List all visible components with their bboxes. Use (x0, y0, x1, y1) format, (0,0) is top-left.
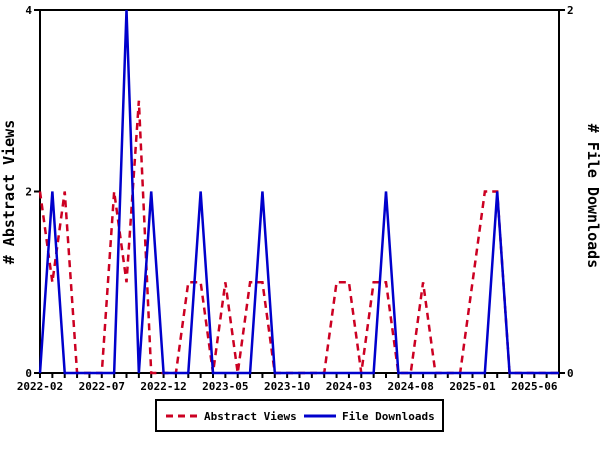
x-axis-label: 2022-02 (17, 380, 63, 393)
x-axis-label: 2022-12 (140, 380, 186, 393)
legend: Abstract Views File Downloads (155, 399, 444, 432)
plot-frame (39, 9, 560, 374)
x-axis-label: 2024-03 (326, 380, 372, 393)
left-axis-tick-label: 4 (25, 4, 32, 17)
x-axis-label: 2023-10 (264, 380, 310, 393)
x-axis-label: 2025-06 (511, 380, 558, 393)
left-axis-title: # Abstract Views (0, 120, 18, 265)
left-axis-tick-label: 2 (25, 186, 32, 199)
legend-abstract-views-label: Abstract Views (204, 410, 297, 423)
x-axis-labels: 2022-02 2022-07 2022-12 2023-05 2023-10 2024-… (17, 380, 558, 393)
y-axis-ticks (34, 9, 565, 374)
series-lines (38, 9, 559, 375)
legend-box (155, 399, 444, 432)
file-downloads-line (38, 9, 559, 375)
right-axis-tick-label: 0 (567, 367, 574, 380)
y-axis-tick-labels: 0 2 4 0 2 (25, 4, 573, 380)
x-axis-label: 2024-08 (388, 380, 434, 393)
legend-file-downloads-label: File Downloads (342, 410, 435, 423)
x-axis-label: 2023-05 (202, 380, 248, 393)
left-axis-tick-label: 0 (25, 367, 32, 380)
right-axis-tick-label: 2 (567, 4, 574, 17)
x-axis-label: 2022-07 (79, 380, 125, 393)
x-axis-label: 2025-01 (449, 380, 496, 393)
right-axis-title: # File Downloads (584, 124, 600, 269)
